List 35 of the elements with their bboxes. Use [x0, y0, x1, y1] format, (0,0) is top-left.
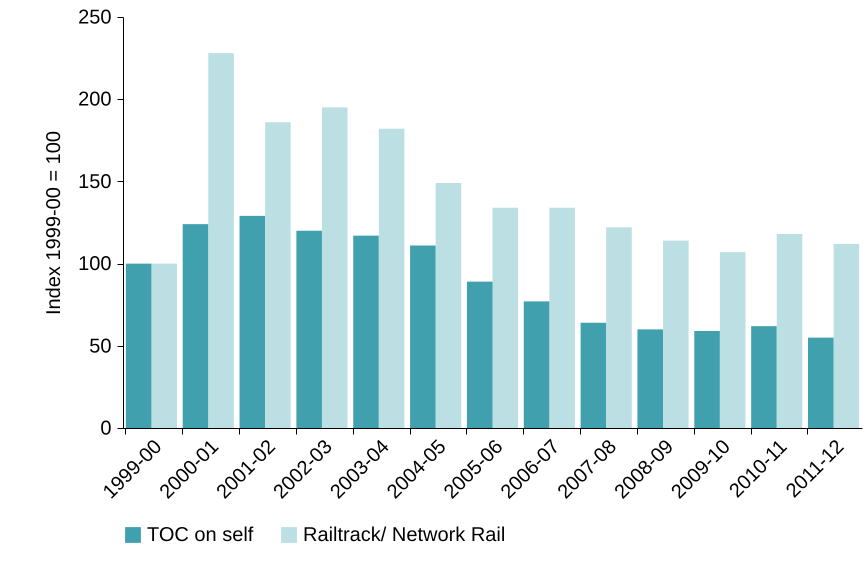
bar	[151, 264, 178, 428]
legend-label: TOC on self	[147, 524, 254, 546]
bar	[751, 326, 777, 428]
bar	[606, 227, 632, 428]
bar	[524, 301, 550, 428]
bar	[663, 240, 689, 428]
bar	[436, 183, 462, 428]
bar	[637, 329, 664, 428]
bar	[834, 244, 860, 428]
y-tick-label: 250	[78, 6, 112, 28]
bar	[208, 53, 234, 428]
y-tick-label: 150	[78, 170, 112, 193]
bar	[466, 282, 492, 428]
bar	[580, 322, 606, 428]
bar	[720, 252, 746, 428]
y-tick-label: 50	[89, 335, 112, 358]
bar	[549, 208, 575, 428]
bar	[378, 128, 404, 428]
bar	[296, 230, 322, 428]
bar	[410, 246, 436, 428]
y-tick-label: 200	[78, 88, 112, 111]
bar	[353, 236, 379, 428]
bar	[182, 224, 208, 428]
bar	[808, 338, 834, 428]
y-axis-title: Index 1999-00 = 100	[43, 130, 66, 316]
y-tick-label: 100	[78, 253, 112, 276]
bar	[240, 216, 266, 428]
bar	[694, 331, 720, 428]
bar	[492, 208, 518, 428]
legend-label: Railtrack/ Network Rail	[303, 524, 506, 546]
bar	[126, 264, 152, 428]
bar	[265, 122, 291, 428]
bar	[322, 107, 348, 428]
bar	[776, 234, 802, 428]
y-tick-label: 0	[100, 418, 112, 440]
